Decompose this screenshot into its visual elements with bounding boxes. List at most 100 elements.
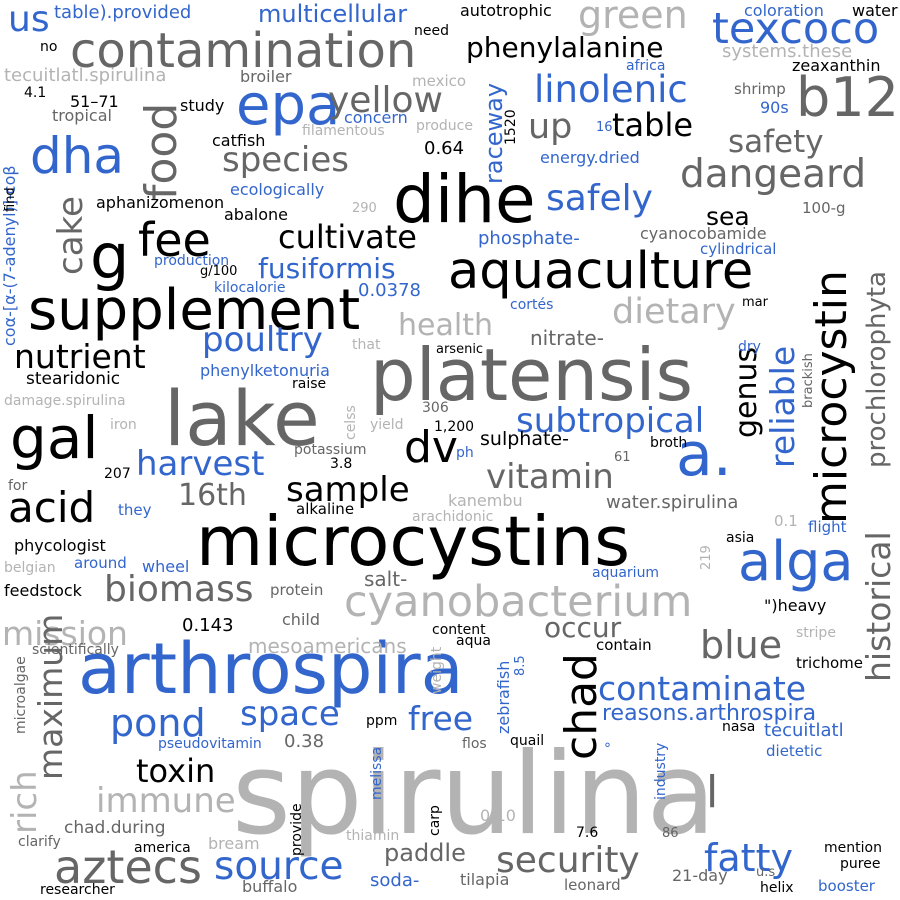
word-species: species — [222, 140, 349, 180]
word-melissa: melissa — [369, 746, 385, 800]
word-flight: flight — [808, 518, 847, 536]
word-microcystin: microcystin — [806, 270, 857, 524]
word-space: space — [240, 694, 340, 734]
word-l: l — [706, 767, 719, 818]
word-table: table — [612, 106, 694, 144]
word-16: 16 — [596, 120, 613, 135]
word-fee: fee — [138, 213, 211, 267]
word-0-10: 0/10 — [480, 806, 516, 825]
word-toxin: toxin — [136, 752, 216, 790]
word-aqua: aqua — [456, 633, 491, 649]
word-autotrophic: autotrophic — [460, 1, 552, 20]
word-microalgae: microalgae — [13, 656, 29, 734]
word-0-1: 0.1 — [774, 512, 798, 530]
word-prochlorophyta: prochlorophyta — [862, 271, 892, 468]
word-lake: lake — [164, 374, 320, 463]
word-phenylalanine: phenylalanine — [466, 31, 664, 64]
word-they: they — [118, 501, 152, 519]
word-source: source — [214, 844, 344, 889]
word-8-5: 8.5 — [513, 655, 528, 676]
word-clarify: clarify — [18, 834, 61, 850]
word-helix: helix — [760, 880, 794, 896]
word-puree: puree — [840, 856, 881, 872]
word-soda: soda- — [370, 870, 420, 891]
word-0-64: 0.64 — [424, 138, 465, 159]
word-us-abbr: u.s — [756, 865, 776, 880]
word-0-0378: 0.0378 — [358, 280, 421, 301]
word-poultry: poultry — [202, 320, 323, 360]
word-mention: mention — [824, 840, 882, 856]
word-historical: historical — [859, 531, 898, 682]
word-paddle: paddle — [384, 839, 466, 867]
word-potassium: potassium — [294, 442, 367, 458]
word-stearidonic: stearidonic — [26, 369, 121, 389]
word-1-200: 1,200 — [434, 419, 475, 435]
word-need: need — [414, 23, 449, 39]
word-brackish: brackish — [801, 353, 816, 408]
word-us: us — [8, 0, 50, 40]
word-16th: 16th — [178, 478, 247, 513]
word-yield: yield — [370, 417, 404, 433]
word-feedstock: feedstock — [4, 581, 82, 600]
word-zeaxanthin: zeaxanthin — [792, 56, 881, 75]
word-tecuitlatl-spirulina: tecuitlatl.spirulina — [4, 65, 167, 86]
word-ph: ph — [456, 445, 474, 461]
word-rich: rich — [5, 770, 45, 834]
word-arachidonic: arachidonic — [412, 509, 494, 525]
word-iron: iron — [110, 417, 137, 433]
word-abalone: abalone — [224, 205, 288, 224]
word-306: 306 — [422, 400, 449, 416]
word-shrimp: shrimp — [734, 80, 786, 98]
word-cortes: cortés — [510, 297, 554, 313]
word-child: child — [282, 610, 320, 629]
word-dietetic: dietetic — [766, 742, 823, 760]
word-alkaline: alkaline — [296, 500, 355, 518]
word-vitamin: vitamin — [486, 457, 614, 497]
word-belgian: belgian — [4, 560, 56, 576]
word-booster: booster — [818, 877, 875, 895]
word-290: 290 — [352, 201, 377, 216]
word-mesoamericans: mesoamericans — [248, 634, 407, 658]
word-dv: dv — [404, 422, 458, 473]
word-content: content — [432, 622, 486, 638]
word-raise: raise — [292, 376, 327, 392]
word-security: security — [496, 840, 640, 881]
word-blue: blue — [700, 623, 783, 667]
word-sulphate: sulphate- — [480, 428, 569, 450]
word-phycologist: phycologist — [14, 536, 106, 555]
word-texcoco: texcoco — [712, 4, 880, 54]
word-microcystins: microcystins — [196, 502, 631, 582]
word-reliable: reliable — [763, 345, 802, 468]
word-fatty: fatty — [704, 836, 793, 880]
word-scientifically: scientifically — [32, 642, 119, 658]
word-4-1: 4.1 — [24, 85, 47, 101]
word-leonard: leonard — [564, 876, 621, 894]
word-linolenic: linolenic — [534, 68, 688, 111]
word-aquaculture: aquaculture — [448, 242, 754, 301]
word-ecologically: ecologically — [230, 180, 325, 199]
word-dry: dry — [738, 339, 761, 355]
word-tilapia: tilapia — [460, 870, 510, 889]
word-chad-during: chad.during — [64, 818, 166, 838]
word-dha: dha — [30, 127, 125, 185]
word-stripe: stripe — [796, 625, 836, 641]
word-contaminate: contaminate — [598, 669, 807, 708]
word-g-100: g/100 — [200, 264, 238, 279]
word-green: green — [578, 0, 688, 37]
word-celss: celss — [343, 405, 359, 440]
word-ppm: ppm — [366, 713, 398, 729]
word-cyanobacterium: cyanobacterium — [344, 577, 693, 627]
word-africa: africa — [626, 58, 666, 74]
word-51-71: 51–71 — [70, 92, 119, 111]
word-nitrate: nitrate- — [530, 326, 604, 350]
word-that: that — [352, 337, 381, 353]
word-dihe: dihe — [393, 161, 536, 238]
word-genus: genus — [729, 346, 764, 438]
word-buffalo: buffalo — [242, 877, 298, 896]
word-gal: gal — [10, 404, 99, 472]
word-cylindrical: cylindrical — [700, 240, 777, 258]
word-production: production — [154, 253, 230, 269]
word-damage-spirulina: damage.spirulina — [4, 393, 126, 409]
word-yellow: yellow — [328, 80, 443, 121]
word-no: no — [40, 39, 58, 55]
